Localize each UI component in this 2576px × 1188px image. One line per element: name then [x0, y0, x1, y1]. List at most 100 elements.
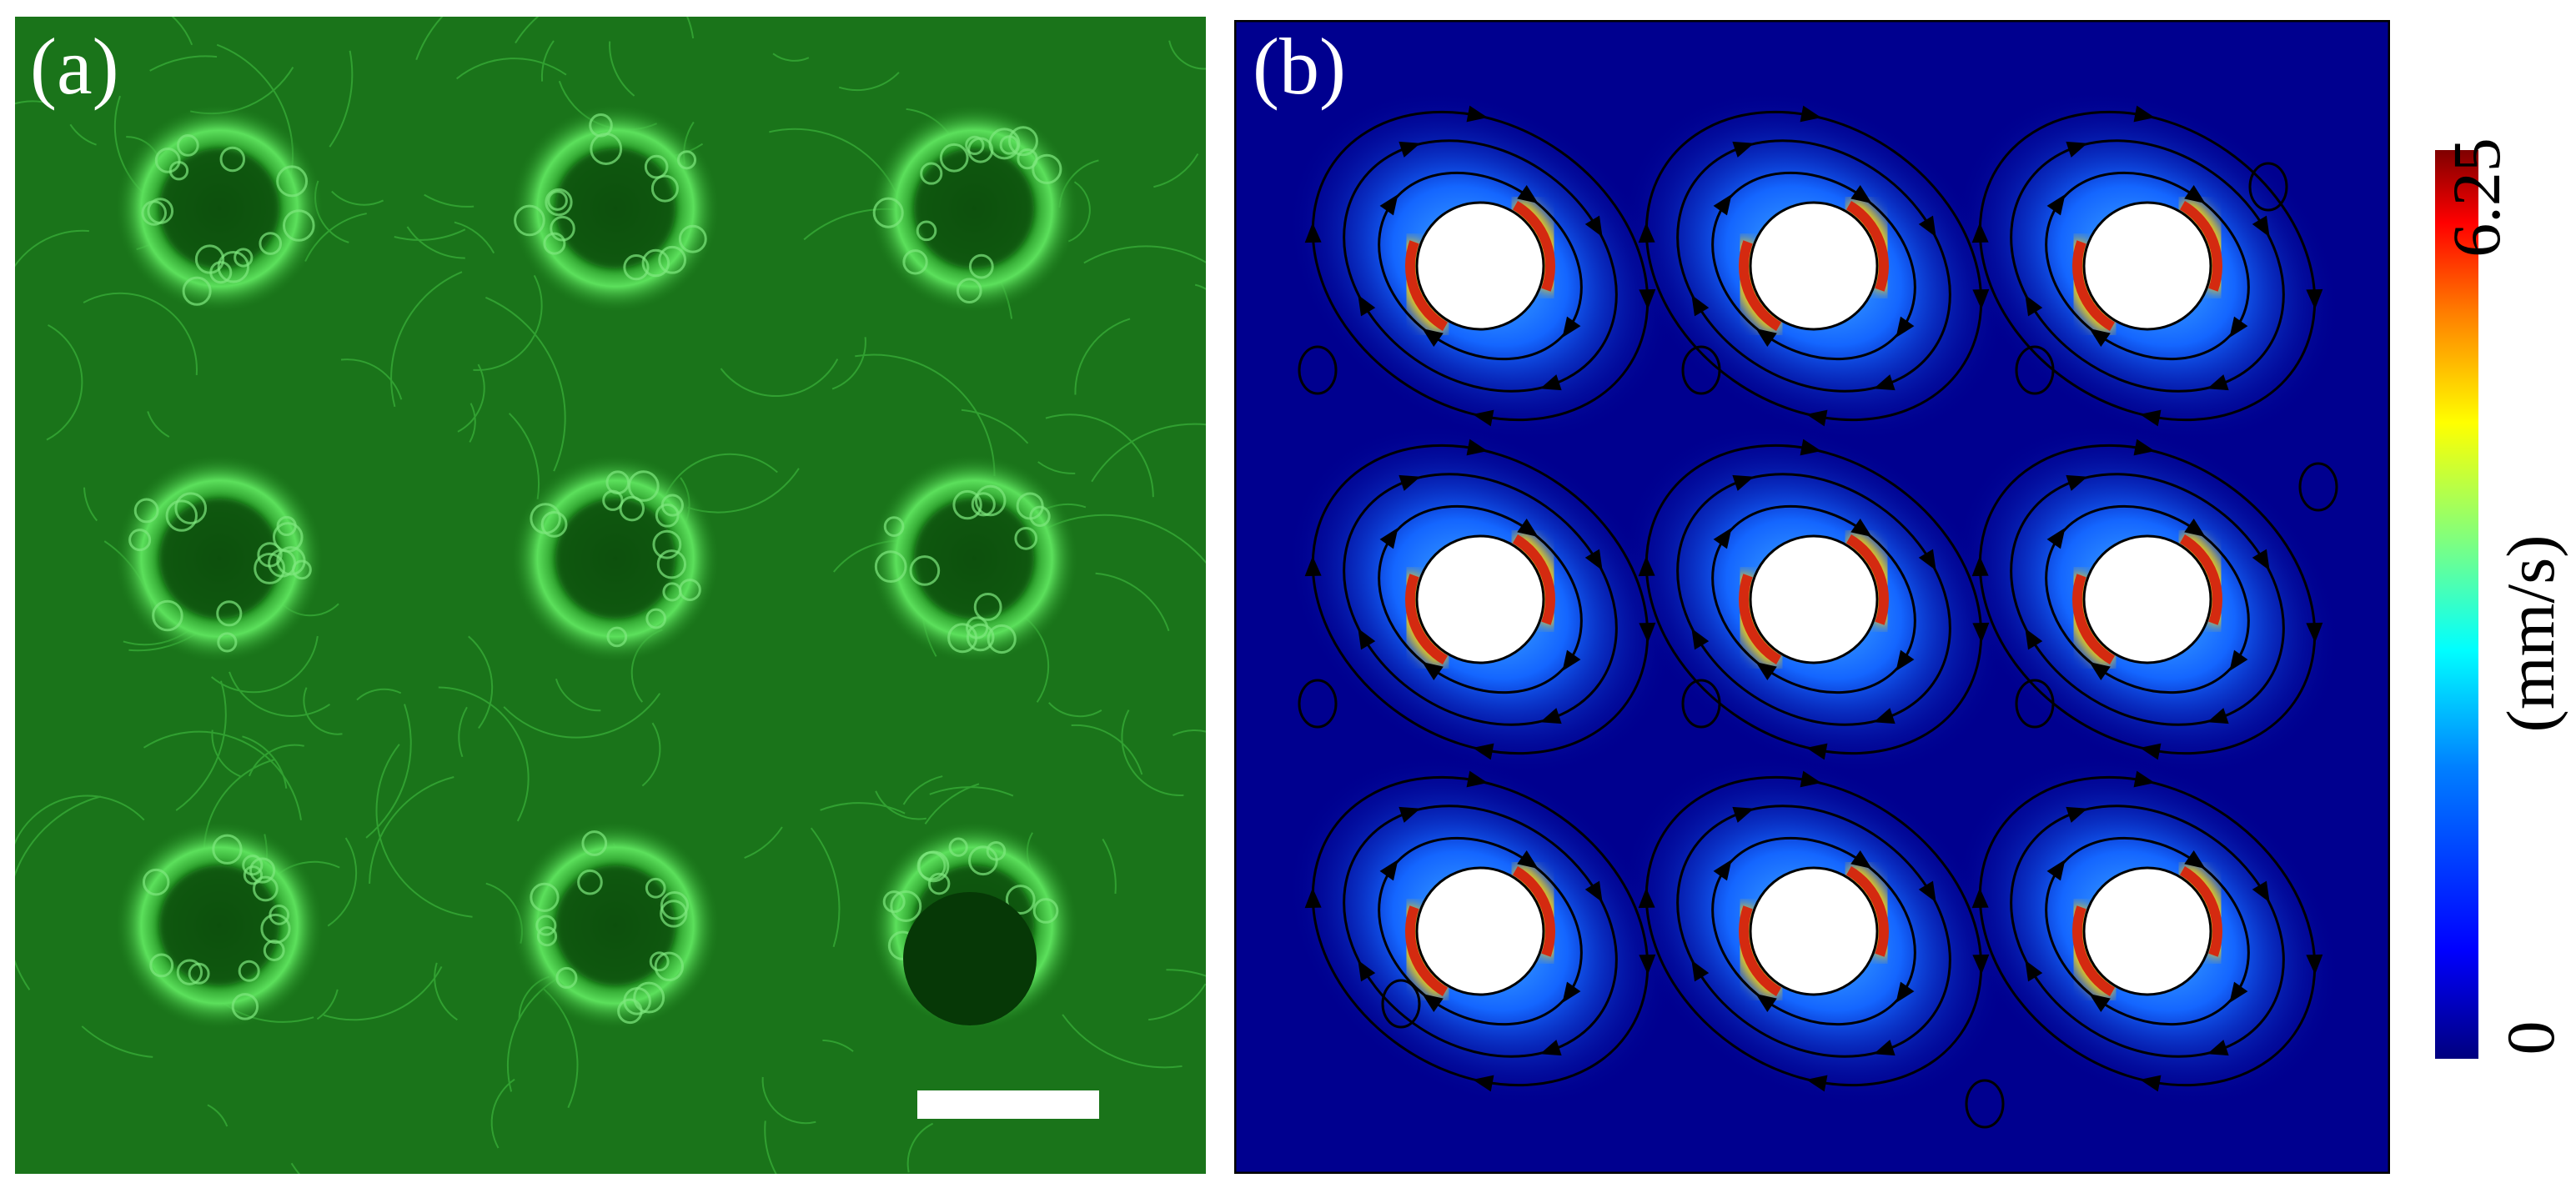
- streamline-arrow: [1422, 328, 1444, 347]
- streamline-arrow: [2306, 954, 2323, 975]
- streamline-arrow: [1850, 519, 1872, 537]
- streamline-arrow: [1466, 770, 1488, 788]
- pillar-well: [115, 454, 324, 663]
- streamline-arrow: [2184, 185, 2206, 203]
- bacteria-cluster: [916, 220, 937, 242]
- flow-streak: [929, 786, 1014, 797]
- small-vortex: [1681, 679, 1721, 729]
- small-vortex: [2015, 345, 2055, 395]
- streamline-arrow: [1918, 549, 1936, 571]
- streamline: [1645, 110, 1983, 422]
- bacteria-cluster: [920, 162, 943, 185]
- streamline-arrow: [1691, 628, 1710, 650]
- bacteria-cluster: [550, 215, 575, 242]
- bacteria-cluster: [219, 146, 246, 173]
- streamline-arrow: [2207, 708, 2229, 724]
- bacteria-cluster: [514, 204, 545, 237]
- streamline-arrow: [1713, 193, 1732, 216]
- bacteria-cluster: [154, 147, 181, 173]
- pillar: [1749, 534, 1879, 664]
- flow-streak: [1074, 318, 1131, 395]
- bacteria-cluster: [253, 875, 279, 902]
- well-core: [914, 148, 1034, 268]
- flow-streak: [394, 228, 466, 241]
- flow-streak: [329, 50, 354, 148]
- bacteria-cluster: [589, 113, 613, 138]
- streamline-arrow: [1971, 555, 1989, 577]
- bacteria-cluster: [217, 632, 238, 653]
- bacteria-cluster: [168, 160, 189, 181]
- bacteria-cluster: [217, 251, 250, 283]
- flow-streak: [365, 704, 412, 839]
- flow-streak: [1091, 423, 1206, 483]
- pillar-well: [511, 821, 720, 1030]
- peak-speed-region: [1405, 905, 1449, 996]
- flow-streak: [316, 989, 339, 1020]
- bacteria-cluster: [872, 197, 904, 228]
- flow-streak: [641, 722, 661, 787]
- bacteria-cluster: [1032, 898, 1059, 924]
- bacteria-cluster: [658, 245, 687, 274]
- flow-streak: [69, 123, 97, 146]
- flow-streak: [764, 1120, 777, 1174]
- streamline-arrow: [1713, 527, 1732, 549]
- streamline: [1645, 444, 1983, 755]
- well-core: [555, 148, 675, 268]
- streamline-arrow: [1358, 960, 1376, 982]
- bacteria-cluster: [165, 499, 198, 532]
- flow-streak: [469, 403, 476, 443]
- peak-speed-region: [2179, 534, 2222, 625]
- bacteria-cluster: [952, 489, 982, 520]
- streamline-arrow: [1638, 222, 1655, 243]
- bacteria-cluster: [973, 593, 1002, 621]
- small-vortex: [1381, 979, 1421, 1029]
- streamline-arrow: [1473, 409, 1494, 427]
- flow-streak: [1102, 838, 1117, 895]
- bacteria-cluster: [238, 960, 260, 982]
- bacteria-cluster: [965, 135, 985, 155]
- bacteria-cluster: [606, 626, 628, 648]
- bacteria-cluster: [233, 248, 254, 268]
- flow-streak: [1173, 729, 1206, 736]
- streamline-arrow: [1732, 806, 1755, 823]
- bacteria-cluster: [231, 993, 259, 1020]
- fluorescence-image-panel: [15, 17, 1206, 1174]
- streamline-arrow: [2252, 549, 2270, 571]
- small-vortex: [1298, 679, 1338, 729]
- bacteria-cluster: [1017, 148, 1038, 170]
- streamline-arrow: [2140, 743, 2162, 760]
- streamline: [2010, 805, 2285, 1058]
- streamline: [1676, 139, 1951, 393]
- flow-streak: [1067, 181, 1091, 243]
- streamline: [1343, 805, 1618, 1058]
- pillar-well: [870, 104, 1078, 313]
- streamline-arrow: [1539, 708, 1562, 724]
- flow-streak: [515, 17, 540, 44]
- panel-label-a: (a): [30, 22, 119, 111]
- pillar: [2082, 866, 2212, 996]
- bacteria-cluster: [530, 882, 560, 912]
- streamline-arrow: [1971, 222, 1989, 243]
- streamline-arrow: [1896, 316, 1915, 338]
- colorbar-min-text: 0: [2493, 1020, 2568, 1055]
- streamline-arrow: [1896, 649, 1915, 672]
- flow-streak: [831, 337, 866, 390]
- bacteria-cluster: [874, 550, 907, 584]
- streamline: [1978, 110, 2317, 422]
- bacteria-cluster: [644, 154, 669, 179]
- flow-streak: [1166, 969, 1206, 977]
- flow-streak: [454, 221, 495, 254]
- flow-streak: [424, 193, 475, 208]
- pillar-well: [870, 454, 1078, 663]
- peak-speed-region: [1739, 905, 1782, 996]
- small-vortex: [2298, 462, 2338, 512]
- streamline-arrow: [1304, 887, 1322, 909]
- flow-streak: [15, 229, 89, 268]
- flow-streak: [1062, 1014, 1183, 1069]
- flow-streak: [961, 409, 1029, 444]
- bacteria-cluster: [530, 503, 561, 534]
- bacteria-cluster: [987, 624, 1017, 654]
- pillar-well: [511, 104, 720, 313]
- bacteria-cluster: [269, 905, 290, 925]
- streamline-arrow: [2306, 622, 2323, 644]
